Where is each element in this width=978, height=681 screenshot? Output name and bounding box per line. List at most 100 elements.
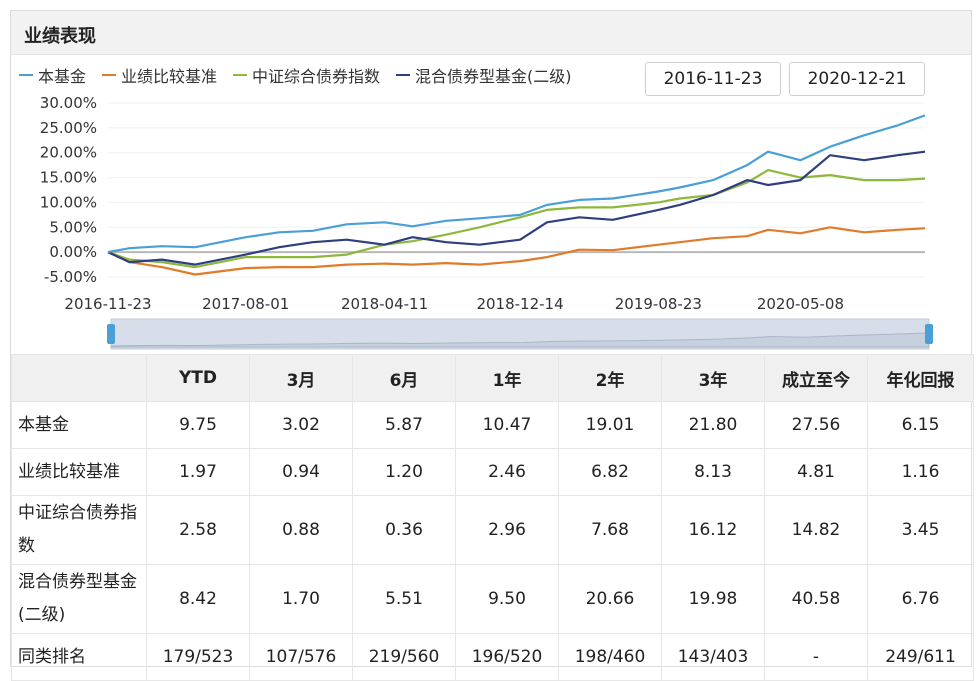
table-row: 业绩比较基准 1.97 0.94 1.20 2.46 6.82 8.13 4.8… <box>11 448 974 496</box>
table-cell: 3.02 <box>249 401 353 449</box>
chart-series <box>107 114 926 276</box>
legend-swatch-bond-index <box>233 74 248 76</box>
table-row: 中证综合债券指数 2.58 0.88 0.36 2.96 7.68 16.12 … <box>11 495 974 565</box>
table-cell: 0.36 <box>352 495 456 565</box>
y-tick-label: 10.00% <box>40 193 97 211</box>
series-line-2[interactable] <box>107 169 926 269</box>
table-cell: 19.01 <box>558 401 662 449</box>
y-tick-label: 15.00% <box>40 169 97 187</box>
legend-item-peer[interactable]: 混合债券型基金(二级) <box>396 63 572 87</box>
table-cell: 14.82 <box>764 495 868 565</box>
legend-swatch-fund <box>19 74 33 76</box>
table-cell: 198/460 <box>558 633 662 681</box>
panel-header: 业绩表现 <box>11 11 971 55</box>
slider-left-handle[interactable] <box>107 324 115 344</box>
x-axis: 2016-11-23 2017-08-01 2018-04-11 2018-12-14… <box>64 295 844 313</box>
column-header: 3年 <box>661 354 765 402</box>
panel-title: 业绩表现 <box>24 26 96 47</box>
legend-item-fund[interactable]: 本基金 <box>19 63 86 87</box>
table-cell: 3.45 <box>867 495 974 565</box>
table-cell: 1.70 <box>249 564 353 634</box>
y-tick-label: 25.00% <box>40 119 97 137</box>
x-tick-label: 2017-08-01 <box>202 295 289 313</box>
legend-item-benchmark[interactable]: 业绩比较基准 <box>102 63 217 87</box>
end-date-input[interactable]: 2020-12-21 <box>789 62 925 96</box>
table-cell: 8.13 <box>661 448 765 496</box>
table-cell: 2.46 <box>455 448 559 496</box>
table-row: 本基金 9.75 3.02 5.87 10.47 19.01 21.80 27.… <box>11 401 974 449</box>
legend-label-fund: 本基金 <box>38 67 87 86</box>
table-cell: 21.80 <box>661 401 765 449</box>
slider-mini-chart <box>110 332 930 348</box>
y-tick-label: 20.00% <box>40 144 97 162</box>
row-label-line: 数 <box>18 536 35 556</box>
chart-legend: 本基金 业绩比较基准 中证综合债券指数 混合债券型基金(二级) <box>19 63 588 87</box>
table-row: 同类排名 179/523 107/576 219/560 196/520 198… <box>11 633 974 681</box>
start-date-input[interactable]: 2016-11-23 <box>645 62 781 96</box>
slider-right-handle[interactable] <box>925 324 933 344</box>
legend-label-bond-index: 中证综合债券指数 <box>252 67 381 86</box>
table-cell: - <box>764 633 868 681</box>
row-label: 中证综合债券指数 <box>11 495 147 565</box>
y-tick-label: 5.00% <box>49 218 97 236</box>
row-label: 同类排名 <box>11 633 147 681</box>
x-tick-label: 2019-08-23 <box>615 295 702 313</box>
row-label: 混合债券型基金 (二级) <box>11 564 147 634</box>
table-cell: 6.15 <box>867 401 974 449</box>
line-chart: 30.00% 25.00% 20.00% 15.00% 10.00% 5.00% 0.00%… <box>40 94 933 350</box>
y-axis: 30.00% 25.00% 20.00% 15.00% 10.00% 5.00% 0.00%… <box>40 94 97 286</box>
table-cell: 2.96 <box>455 495 559 565</box>
table-cell: 1.16 <box>867 448 974 496</box>
series-line-0[interactable] <box>107 114 926 254</box>
range-slider[interactable] <box>107 318 933 350</box>
series-line-1[interactable] <box>107 226 926 276</box>
x-tick-label: 2018-04-11 <box>341 295 428 313</box>
performance-panel: 业绩表现 本基金 业绩比较基准 中证综合债券指数 混合债券型基金(二级) 201… <box>10 10 974 681</box>
table-cell: 0.88 <box>249 495 353 565</box>
table-cell: 0.94 <box>249 448 353 496</box>
table-cell: 5.51 <box>352 564 456 634</box>
column-header: 年化回报 <box>867 354 974 402</box>
row-label-line: 中证综合债券指 <box>18 503 137 523</box>
legend-swatch-peer <box>396 74 411 76</box>
table-cell: 9.50 <box>455 564 559 634</box>
table-cell: 6.82 <box>558 448 662 496</box>
column-header <box>11 354 147 402</box>
table-cell: 4.81 <box>764 448 868 496</box>
legend-item-bond-index[interactable]: 中证综合债券指数 <box>233 63 380 87</box>
table-cell: 8.42 <box>146 564 250 634</box>
table-cell: 249/611 <box>867 633 974 681</box>
table-cell: 6.76 <box>867 564 974 634</box>
chart-grid <box>108 102 925 278</box>
table-cell: 143/403 <box>661 633 765 681</box>
performance-table: YTD 3月 6月 1年 2年 3年 成立至今 年化回报 本基金 9.75 3.… <box>11 354 974 681</box>
table-cell: 10.47 <box>455 401 559 449</box>
table-cell: 2.58 <box>146 495 250 565</box>
table-header-row: YTD 3月 6月 1年 2年 3年 成立至今 年化回报 <box>11 354 974 402</box>
table-cell: 5.87 <box>352 401 456 449</box>
table-cell: 196/520 <box>455 633 559 681</box>
row-label-line: 混合债券型基金 <box>18 572 137 592</box>
series-line-3[interactable] <box>107 150 926 266</box>
legend-swatch-benchmark <box>102 74 117 76</box>
column-header: 成立至今 <box>764 354 868 402</box>
table-cell: 1.20 <box>352 448 456 496</box>
table-cell: 27.56 <box>764 401 868 449</box>
table-cell: 40.58 <box>764 564 868 634</box>
table-cell: 179/523 <box>146 633 250 681</box>
row-label: 业绩比较基准 <box>11 448 147 496</box>
table-cell: 20.66 <box>558 564 662 634</box>
y-tick-label: 0.00% <box>49 243 97 261</box>
table-cell: 9.75 <box>146 401 250 449</box>
legend-label-benchmark: 业绩比较基准 <box>121 67 218 86</box>
row-label-line: (二级) <box>18 605 66 625</box>
x-tick-label: 2020-05-08 <box>757 295 844 313</box>
column-header: 3月 <box>249 354 353 402</box>
table-cell: 107/576 <box>249 633 353 681</box>
column-header: 2年 <box>558 354 662 402</box>
y-tick-label: -5.00% <box>44 268 97 286</box>
legend-label-peer: 混合债券型基金(二级) <box>415 67 572 86</box>
table-cell: 16.12 <box>661 495 765 565</box>
y-tick-label: 30.00% <box>40 94 97 112</box>
table-row: 混合债券型基金 (二级) 8.42 1.70 5.51 9.50 20.66 19… <box>11 564 974 634</box>
